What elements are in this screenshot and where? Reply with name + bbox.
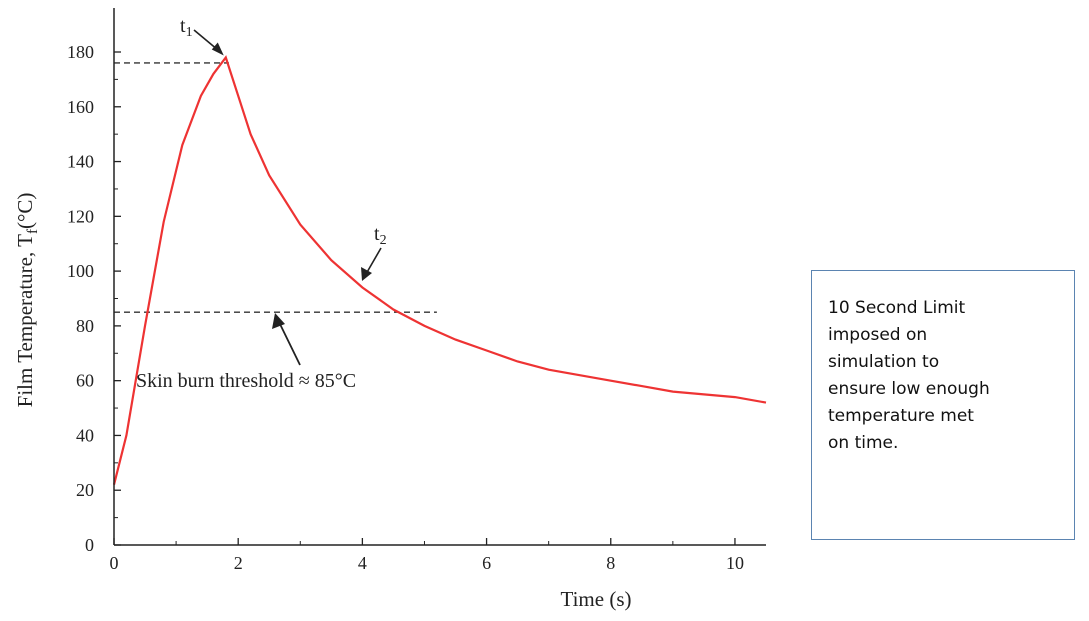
x-tick-label-2: 2 (234, 553, 243, 573)
y-tick-label-40: 40 (76, 425, 94, 445)
ticks: 0 20 40 60 80 100 120 140 160 180 0 2 4 6 8 10 (67, 42, 744, 573)
y-tick-label-160: 160 (67, 97, 94, 117)
note-text: 10 Second Limit imposed on simulation to… (828, 298, 990, 453)
y-axis-title-main: Film Temperature, T (13, 234, 37, 407)
y-tick-label-120: 120 (67, 206, 94, 226)
y-tick-label-80: 80 (76, 316, 94, 336)
x-tick-label-0: 0 (110, 553, 119, 573)
y-tick-label-100: 100 (67, 261, 94, 281)
x-tick-label-6: 6 (482, 553, 491, 573)
annotations: t1 t2 Skin burn threshold ≈ 85°C (136, 15, 387, 392)
t2-arrow (365, 247, 382, 275)
t2-sub: 2 (380, 233, 387, 248)
x-tick-label-8: 8 (606, 553, 615, 573)
y-axis-title-sub: f (25, 229, 41, 234)
x-tick-label-4: 4 (358, 553, 367, 573)
y-axis-title: Film Temperature, Tf(°C) (13, 193, 41, 408)
threshold-arrow (278, 321, 301, 366)
t1-sub: 1 (186, 25, 193, 40)
film-temperature-curve (112, 55, 767, 485)
t1-label: t1 (180, 15, 193, 40)
y-tick-label-180: 180 (67, 42, 94, 62)
temperature-chart: 0 20 40 60 80 100 120 140 160 180 0 2 4 6 8 10 t1 t2 Skin… (13, 8, 767, 611)
threshold-arrowhead (272, 313, 285, 329)
note-box: 10 Second Limit imposed on simulation to… (811, 270, 1075, 540)
threshold-label: Skin burn threshold ≈ 85°C (136, 370, 356, 392)
y-tick-label-20: 20 (76, 480, 94, 500)
x-axis-title: Time (s) (561, 587, 632, 611)
y-tick-label-60: 60 (76, 371, 94, 391)
axes (113, 8, 766, 546)
x-tick-label-10: 10 (726, 553, 744, 573)
y-axis-title-unit: (°C) (13, 193, 37, 229)
y-tick-label-140: 140 (67, 152, 94, 172)
t2-label: t2 (374, 223, 387, 248)
t1-arrowhead (211, 42, 224, 56)
t2-arrowhead (361, 267, 372, 281)
reference-lines (114, 62, 437, 313)
y-tick-label-0: 0 (85, 535, 94, 555)
